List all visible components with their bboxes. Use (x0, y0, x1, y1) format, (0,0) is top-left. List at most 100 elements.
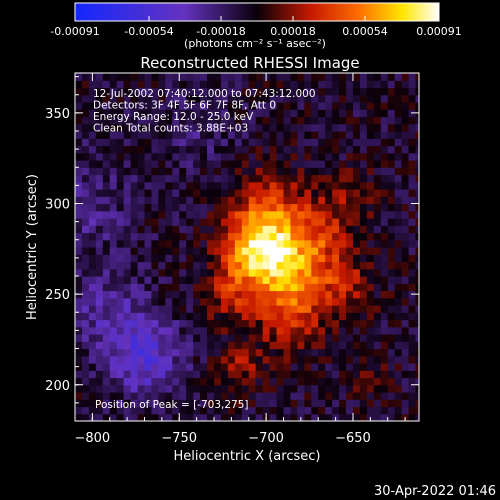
heatmap-cell (387, 341, 396, 350)
heatmap-cell (88, 261, 97, 270)
heatmap-cell (109, 341, 118, 350)
heatmap-cell (283, 312, 292, 321)
heatmap-cell (366, 355, 375, 364)
heatmap-cell (137, 348, 146, 357)
heatmap-cell (269, 305, 278, 313)
heatmap-cell (165, 152, 173, 161)
heatmap-cell (394, 138, 403, 147)
heatmap-cell (241, 254, 250, 263)
heatmap-cell (88, 326, 97, 335)
heatmap-cell (151, 384, 159, 393)
heatmap-cell (227, 80, 236, 89)
heatmap-cell (234, 399, 243, 408)
heatmap-cell (290, 413, 298, 421)
heatmap-cell (158, 283, 166, 292)
heatmap-cell (297, 225, 305, 234)
heatmap-cell (304, 392, 312, 400)
heatmap-cell (387, 319, 396, 328)
heatmap-cell (332, 80, 340, 89)
heatmap-cell (408, 297, 417, 306)
heatmap-cell (102, 131, 111, 139)
heatmap-cell (255, 341, 264, 350)
heatmap-cell (116, 348, 125, 357)
heatmap-cell (165, 370, 173, 379)
heatmap-cell (262, 160, 271, 168)
heatmap-cell (290, 363, 298, 371)
heatmap-cell (241, 196, 250, 205)
heatmap-cell (200, 232, 208, 241)
heatmap-cell (304, 131, 312, 139)
heatmap-cell (248, 131, 257, 139)
heatmap-cell (325, 297, 333, 306)
heatmap-cell (95, 210, 104, 219)
heatmap-cell (346, 392, 354, 400)
heatmap-cell (75, 384, 83, 393)
heatmap-cell (387, 399, 396, 408)
heatmap-cell (213, 305, 222, 313)
heatmap-cell (158, 334, 166, 342)
heatmap-cell (123, 131, 132, 139)
heatmap-cell (401, 348, 410, 357)
heatmap-cell (325, 276, 333, 284)
heatmap-cell (401, 370, 410, 379)
heatmap-cell (311, 123, 319, 132)
heatmap-cell (158, 109, 166, 118)
heatmap-cell (158, 384, 166, 393)
heatmap-cell (297, 232, 305, 241)
heatmap-cell (262, 305, 271, 313)
heatmap-cell (193, 167, 201, 176)
heatmap-cell (262, 87, 271, 96)
heatmap-cell (304, 138, 312, 147)
heatmap-cell (346, 276, 354, 284)
heatmap-cell (81, 326, 90, 335)
heatmap-cell (366, 334, 375, 342)
heatmap-cell (339, 102, 347, 110)
heatmap-cell (255, 276, 264, 284)
heatmap-cell (179, 232, 187, 241)
heatmap-cell (359, 370, 368, 379)
heatmap-cell (325, 326, 333, 335)
heatmap-cell (116, 247, 125, 255)
heatmap-cell (207, 131, 215, 139)
colorbar-tick-label: -0.00054 (124, 25, 173, 38)
heatmap-cell (220, 102, 229, 110)
heatmap-cell (269, 196, 278, 205)
heatmap-cell (276, 406, 285, 415)
heatmap-cell (220, 109, 229, 118)
heatmap-cell (116, 94, 125, 103)
heatmap-cell (75, 355, 83, 364)
heatmap-cell (283, 225, 292, 234)
heatmap-cell (95, 399, 104, 408)
heatmap-cell (283, 138, 292, 147)
heatmap-cell (304, 210, 312, 219)
heatmap-cell (380, 254, 389, 263)
heatmap-cell (186, 232, 194, 241)
heatmap-cell (193, 399, 201, 408)
heatmap-cell (276, 131, 285, 139)
heatmap-cell (95, 297, 104, 306)
heatmap-cell (130, 116, 139, 125)
heatmap-cell (241, 297, 250, 306)
heatmap-cell (346, 102, 354, 110)
heatmap-cell (207, 196, 215, 205)
heatmap-cell (325, 384, 333, 393)
heatmap-cell (241, 261, 250, 270)
heatmap-cell (165, 334, 173, 342)
heatmap-cell (220, 73, 229, 81)
heatmap-cell (186, 160, 194, 168)
heatmap-cell (408, 167, 417, 176)
heatmap-cell (213, 239, 222, 248)
heatmap-cell (200, 399, 208, 408)
heatmap-cell (339, 203, 347, 212)
heatmap-cell (102, 312, 111, 321)
heatmap-cell (332, 239, 340, 248)
heatmap-cell (81, 138, 90, 147)
heatmap-cell (137, 152, 146, 161)
heatmap-cell (318, 123, 326, 132)
heatmap-cell (75, 196, 83, 205)
heatmap-cell (144, 225, 153, 234)
heatmap-cell (186, 413, 194, 421)
heatmap-cell (234, 334, 243, 342)
heatmap-cell (200, 254, 208, 263)
heatmap-cell (165, 102, 173, 110)
